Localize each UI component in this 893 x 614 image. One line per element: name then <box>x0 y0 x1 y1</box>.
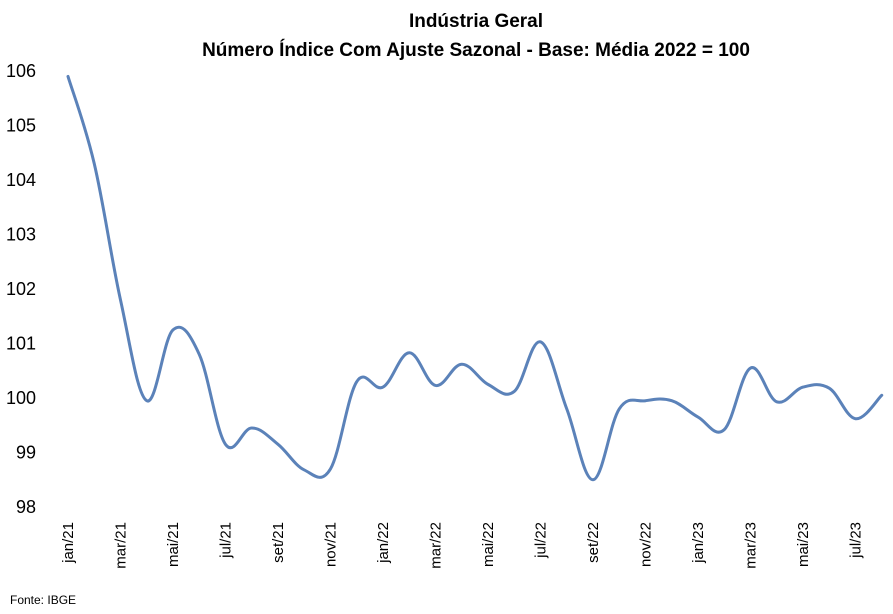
y-axis: 98 99 100 101 102 103 104 105 106 <box>6 61 36 517</box>
y-tick-label: 98 <box>16 497 36 517</box>
x-tick-label: jul/22 <box>533 522 550 559</box>
series-line <box>66 74 884 482</box>
x-tick-label: jan/22 <box>375 522 392 564</box>
y-tick-label: 103 <box>6 225 36 245</box>
x-tick-label: nov/21 <box>323 522 340 567</box>
x-tick-label: set/21 <box>270 522 287 563</box>
y-tick-label: 102 <box>6 279 36 299</box>
chart-title: Indústria Geral <box>409 11 543 32</box>
y-tick-label: 105 <box>6 116 36 136</box>
x-tick-label: jan/21 <box>60 522 77 564</box>
x-tick-label: jul/23 <box>848 522 865 559</box>
plot-area <box>66 74 884 482</box>
x-tick-label: jul/21 <box>218 522 235 559</box>
y-tick-label: 104 <box>6 170 36 190</box>
x-tick-label: mai/23 <box>795 522 812 567</box>
x-tick-label: mai/22 <box>480 522 497 567</box>
source-note: Fonte: IBGE <box>10 593 76 607</box>
y-tick-label: 99 <box>16 443 36 463</box>
x-tick-label: nov/22 <box>638 522 655 567</box>
x-tick-label: set/22 <box>585 522 602 563</box>
x-tick-label: mar/22 <box>428 522 445 569</box>
chart-subtitle: Número Índice Com Ajuste Sazonal - Base:… <box>202 39 750 61</box>
x-tick-label: mar/23 <box>743 522 760 569</box>
y-tick-label: 106 <box>6 61 36 81</box>
y-tick-label: 100 <box>6 388 36 408</box>
x-axis: jan/21 mar/21 mai/21 jul/21 set/21 nov/21 jan/… <box>60 522 865 569</box>
x-tick-label: mar/21 <box>113 522 130 569</box>
y-tick-label: 101 <box>6 334 36 354</box>
x-tick-label: mai/21 <box>165 522 182 567</box>
x-tick-label: jan/23 <box>690 522 707 564</box>
